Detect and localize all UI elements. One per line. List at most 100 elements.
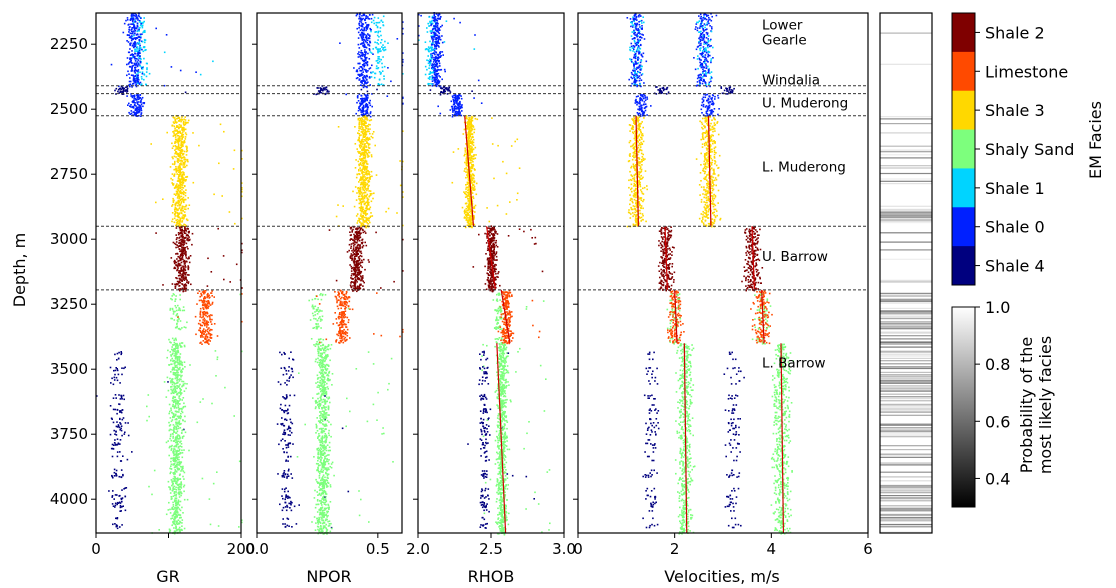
log-point	[288, 404, 291, 407]
log-point	[183, 223, 185, 226]
log-point	[342, 316, 345, 318]
log-point	[133, 42, 136, 44]
log-point	[281, 422, 284, 425]
log-point	[185, 204, 187, 207]
log-point	[241, 251, 243, 254]
log-point	[182, 141, 185, 143]
log-point	[365, 216, 367, 219]
log-point	[178, 264, 181, 267]
log-point	[122, 87, 125, 90]
log-point	[184, 224, 187, 226]
log-point	[364, 33, 366, 36]
log-point	[184, 405, 187, 408]
log-point	[175, 264, 177, 266]
log-point	[176, 268, 179, 271]
log-point	[166, 376, 169, 379]
log-point	[360, 73, 362, 76]
log-point	[209, 304, 212, 306]
log-point	[323, 394, 325, 397]
log-point	[178, 124, 181, 126]
log-point	[131, 106, 134, 109]
log-point	[359, 178, 362, 180]
log-point	[315, 323, 317, 325]
log-point	[176, 425, 178, 427]
log-point	[141, 24, 144, 27]
log-point	[132, 107, 135, 109]
log-point	[358, 271, 361, 274]
log-point	[368, 58, 371, 60]
log-point	[316, 361, 319, 364]
log-point	[207, 331, 210, 334]
log-point	[323, 399, 326, 402]
log-point	[173, 349, 175, 351]
log-point	[175, 309, 178, 312]
log-point	[170, 439, 173, 442]
log-point	[368, 49, 371, 51]
log-point	[178, 363, 180, 365]
log-point	[324, 435, 326, 437]
log-point	[185, 122, 187, 124]
log-point	[361, 197, 364, 199]
log-point	[356, 285, 359, 288]
log-point	[179, 180, 181, 182]
log-point	[129, 32, 132, 35]
log-point	[321, 371, 324, 373]
log-point	[183, 191, 185, 194]
log-point	[134, 68, 137, 71]
log-point	[366, 197, 369, 200]
log-point	[369, 192, 372, 195]
log-point	[366, 112, 369, 115]
log-point	[172, 313, 175, 315]
log-point	[182, 406, 185, 408]
log-point	[136, 112, 138, 114]
log-point	[241, 293, 243, 295]
log-point	[180, 279, 182, 281]
log-point	[178, 421, 181, 424]
log-point	[358, 285, 360, 288]
log-point	[178, 147, 180, 149]
log-point	[362, 106, 365, 109]
log-point	[330, 435, 332, 438]
log-point	[179, 221, 181, 223]
log-point	[364, 143, 366, 145]
log-point	[184, 232, 187, 235]
log-point	[175, 366, 177, 368]
log-point	[350, 265, 353, 268]
log-point	[181, 240, 184, 243]
log-point	[182, 164, 184, 166]
log-point	[362, 244, 365, 247]
log-point	[177, 179, 180, 181]
log-point	[206, 294, 209, 296]
log-point	[120, 425, 123, 427]
log-point	[178, 448, 181, 451]
log-point	[115, 472, 117, 475]
log-point	[369, 190, 372, 192]
log-point	[170, 457, 172, 460]
log-point	[183, 130, 185, 132]
log-point	[174, 386, 176, 389]
log-point	[371, 105, 373, 108]
log-point	[179, 229, 182, 232]
log-point	[376, 42, 378, 44]
log-point	[122, 474, 124, 477]
log-point	[382, 15, 385, 18]
log-point	[321, 319, 323, 321]
log-point	[373, 333, 375, 335]
log-point	[181, 150, 183, 152]
log-point	[179, 163, 181, 165]
log-point	[318, 303, 321, 305]
log-point	[208, 315, 210, 317]
log-point	[323, 378, 326, 380]
log-point	[111, 377, 113, 380]
log-point	[368, 14, 371, 16]
log-point	[132, 83, 134, 85]
log-point	[355, 250, 358, 253]
log-point	[351, 255, 353, 257]
log-point	[119, 494, 121, 497]
log-point	[136, 58, 138, 60]
log-point	[182, 406, 184, 409]
log-point	[173, 428, 175, 430]
log-point	[184, 205, 187, 208]
log-point	[125, 90, 128, 92]
log-point	[180, 120, 182, 123]
